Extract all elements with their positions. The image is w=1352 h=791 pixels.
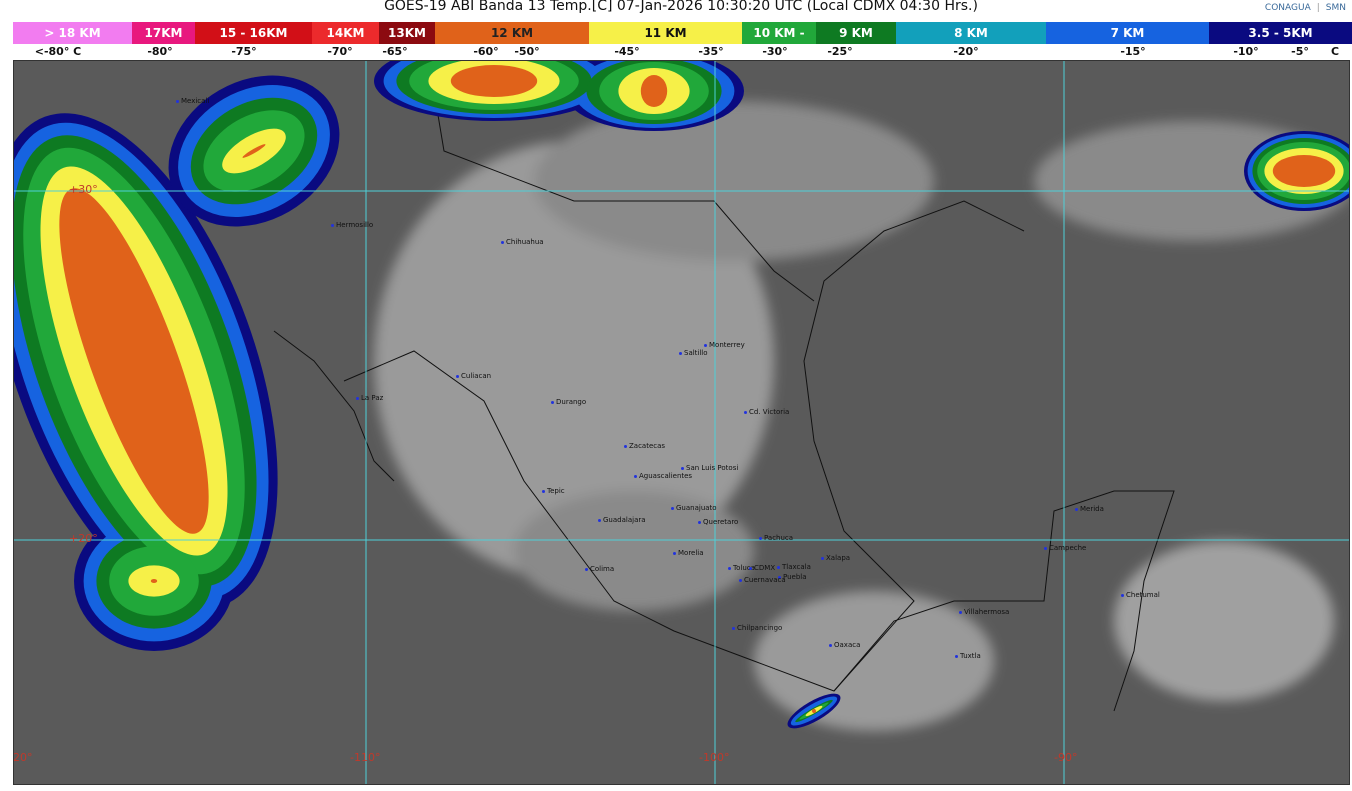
latitude-label: +20° xyxy=(69,532,98,545)
city-label: CDMX xyxy=(749,564,775,572)
legend-band: 11 KM xyxy=(589,22,742,44)
cloud-top xyxy=(1272,155,1336,187)
cloud-texture xyxy=(374,101,1349,731)
legend-band: 15 - 16KM xyxy=(195,22,312,44)
longitude-label: -120° xyxy=(13,751,33,764)
city-label: Aguascalientes xyxy=(634,472,692,480)
temperature-label: -5° xyxy=(1291,45,1309,58)
cloud-top xyxy=(640,75,668,107)
conagua-logo: CONAGUA xyxy=(1264,3,1311,13)
longitude-label: -110° xyxy=(350,751,381,764)
city-label: San Luis Potosi xyxy=(681,464,738,472)
city-label: Chilpancingo xyxy=(732,624,782,632)
logos: CONAGUA | SMN xyxy=(1264,3,1346,13)
legend-band: 7 KM xyxy=(1046,22,1209,44)
temperature-label: C xyxy=(1330,45,1340,58)
legend-band: 9 KM xyxy=(816,22,896,44)
city-label: Campeche xyxy=(1044,544,1086,552)
city-label: Cd. Victoria xyxy=(744,408,789,416)
cloud-top xyxy=(242,144,266,158)
city-label: Guanajuato xyxy=(671,504,717,512)
legend-band: 8 KM xyxy=(896,22,1046,44)
map-imagery xyxy=(14,61,1349,784)
city-label: Queretaro xyxy=(698,518,738,526)
temperature-label: <-80° C xyxy=(34,45,82,58)
city-label: Zacatecas xyxy=(624,442,665,450)
city-label: Monterrey xyxy=(704,341,745,349)
temperature-label: -60° xyxy=(473,45,499,58)
temperature-scale: <-80° C -80° -75° -70° -65° -60° -50° -45° -35° -… xyxy=(0,44,1352,60)
land-outline xyxy=(273,90,1175,712)
temperature-label: -20° xyxy=(953,45,979,58)
city-label: Guadalajara xyxy=(598,516,646,524)
city-label: Hermosillo xyxy=(331,221,373,229)
legend-band: 13KM xyxy=(379,22,435,44)
temperature-label: -35° xyxy=(698,45,724,58)
latitude-label: +30° xyxy=(69,183,98,196)
longitude-label: -100° xyxy=(699,751,730,764)
city-label: Chihuahua xyxy=(501,238,544,246)
cloud-top xyxy=(59,188,209,534)
legend-band: 14KM xyxy=(312,22,379,44)
cold-cloud-tops xyxy=(14,61,1349,729)
graticule xyxy=(14,61,1349,784)
temperature-label: -75° xyxy=(231,45,257,58)
legend-band: > 18 KM xyxy=(13,22,132,44)
city-label: Villahermosa xyxy=(959,608,1009,616)
city-label: Xalapa xyxy=(821,554,850,562)
city-label: Chetumal xyxy=(1121,591,1160,599)
temperature-label: -65° xyxy=(382,45,408,58)
satellite-map[interactable]: +30° +20° -120° -110° -100° -90° Mexical… xyxy=(13,60,1350,785)
temperature-label: -10° xyxy=(1233,45,1259,58)
city-label: Toluca xyxy=(728,564,755,572)
city-label: Culiacan xyxy=(456,372,491,380)
temperature-label: -80° xyxy=(147,45,173,58)
city-label: Tepic xyxy=(542,487,565,495)
color-scale-legend: > 18 KM 17KM 15 - 16KM 14KM 13KM 12 KM 11 KM 10… xyxy=(0,22,1352,44)
legend-band: 12 KM xyxy=(435,22,589,44)
city-label: Colima xyxy=(585,565,614,573)
city-label: Puebla xyxy=(778,573,807,581)
temperature-label: -15° xyxy=(1120,45,1146,58)
city-label: Saltillo xyxy=(679,349,708,357)
legend-band: 10 KM - xyxy=(742,22,816,44)
legend-band: 3.5 - 5KM xyxy=(1209,22,1352,44)
city-label: Durango xyxy=(551,398,586,406)
city-label: La Paz xyxy=(356,394,383,402)
temperature-label: -50° xyxy=(514,45,540,58)
smn-logo: SMN xyxy=(1325,3,1346,13)
cloud-top xyxy=(450,65,538,97)
city-label: Cuernavaca xyxy=(739,576,786,584)
city-label: Tuxtla xyxy=(955,652,981,660)
temperature-label: -30° xyxy=(762,45,788,58)
cloud-top xyxy=(150,579,158,583)
temperature-label: -45° xyxy=(614,45,640,58)
temperature-label: -70° xyxy=(327,45,353,58)
city-label: Oaxaca xyxy=(829,641,860,649)
cloud-top xyxy=(812,709,816,713)
temperature-label: -25° xyxy=(827,45,853,58)
city-label: Tlaxcala xyxy=(777,563,811,571)
legend-band: 17KM xyxy=(132,22,195,44)
city-label: Pachuca xyxy=(759,534,793,542)
image-title: GOES-19 ABI Banda 13 Temp.[C] 07-Jan-202… xyxy=(384,0,978,14)
city-label: Mexicali xyxy=(176,97,209,105)
longitude-label: -90° xyxy=(1054,751,1078,764)
city-label: Morelia xyxy=(673,549,704,557)
city-label: Merida xyxy=(1075,505,1104,513)
